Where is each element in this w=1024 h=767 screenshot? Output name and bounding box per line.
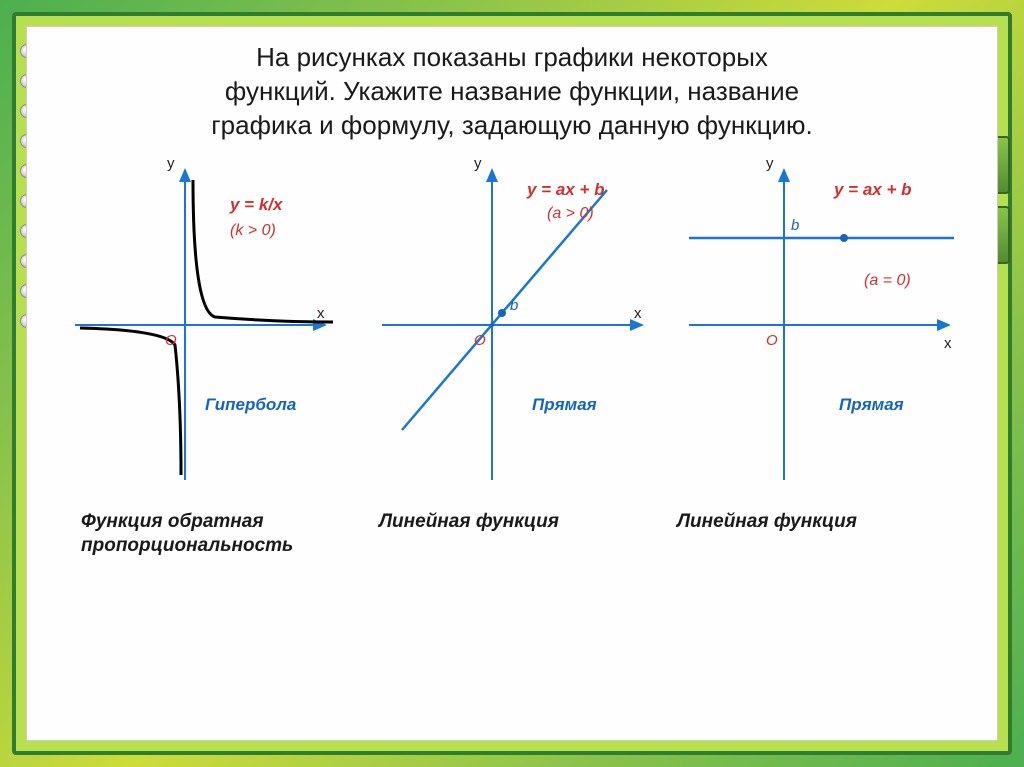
formula: y = ax + b <box>526 180 605 199</box>
graph-name: Прямая <box>532 395 597 414</box>
formula: y = k/x <box>229 195 284 214</box>
b-label: b <box>510 297 518 314</box>
line-constant-svg: b у х О y = ax + b (a = 0) Прямая <box>669 150 969 490</box>
slide-frame: На рисунках показаны графики некоторых ф… <box>12 12 1012 755</box>
graph-name: Прямая <box>839 395 904 414</box>
title-line-1: На рисунках показаны графики некоторых <box>256 42 768 72</box>
slide-content: На рисунках показаны графики некоторых ф… <box>26 26 998 741</box>
function-names-row: Функция обратная пропорциональность Лине… <box>55 510 969 558</box>
chart-3: b у х О y = ax + b (a = 0) Прямая <box>669 150 969 490</box>
origin-label: О <box>165 332 177 349</box>
formula: y = ax + b <box>833 180 912 199</box>
y-axis-label: у <box>167 155 175 172</box>
param: (k > 0) <box>230 222 276 239</box>
param: (a > 0) <box>547 205 594 222</box>
x-axis-label: х <box>634 305 642 322</box>
y-axis-label: у <box>766 155 774 172</box>
func-name-1: Функция обратная пропорциональность <box>65 510 363 558</box>
chart-2: b у х О y = ax + b (a > 0) Прямая <box>362 150 662 490</box>
func-name-3: Линейная функция <box>661 510 959 558</box>
x-axis-label: х <box>317 305 325 322</box>
origin-label: О <box>766 332 778 349</box>
chart-1: у х О y = k/x (k > 0) Гипербола <box>55 150 355 490</box>
line-positive-svg: b у х О y = ax + b (a > 0) Прямая <box>362 150 662 490</box>
slide-title: На рисунках показаны графики некоторых ф… <box>55 41 969 142</box>
origin-label: О <box>474 332 486 349</box>
title-line-3: графика и формулу, задающую данную функц… <box>211 110 813 140</box>
param: (a = 0) <box>864 272 911 289</box>
title-line-2: функций. Укажите название функции, назва… <box>225 76 799 106</box>
charts-row: у х О y = k/x (k > 0) Гипербола <box>55 150 969 490</box>
b-label: b <box>791 217 799 234</box>
y-axis-label: у <box>474 155 482 172</box>
x-axis-label: х <box>944 335 952 352</box>
hyperbola-svg: у х О y = k/x (k > 0) Гипербола <box>55 150 355 490</box>
func-name-2: Линейная функция <box>363 510 661 558</box>
graph-name: Гипербола <box>205 395 296 414</box>
